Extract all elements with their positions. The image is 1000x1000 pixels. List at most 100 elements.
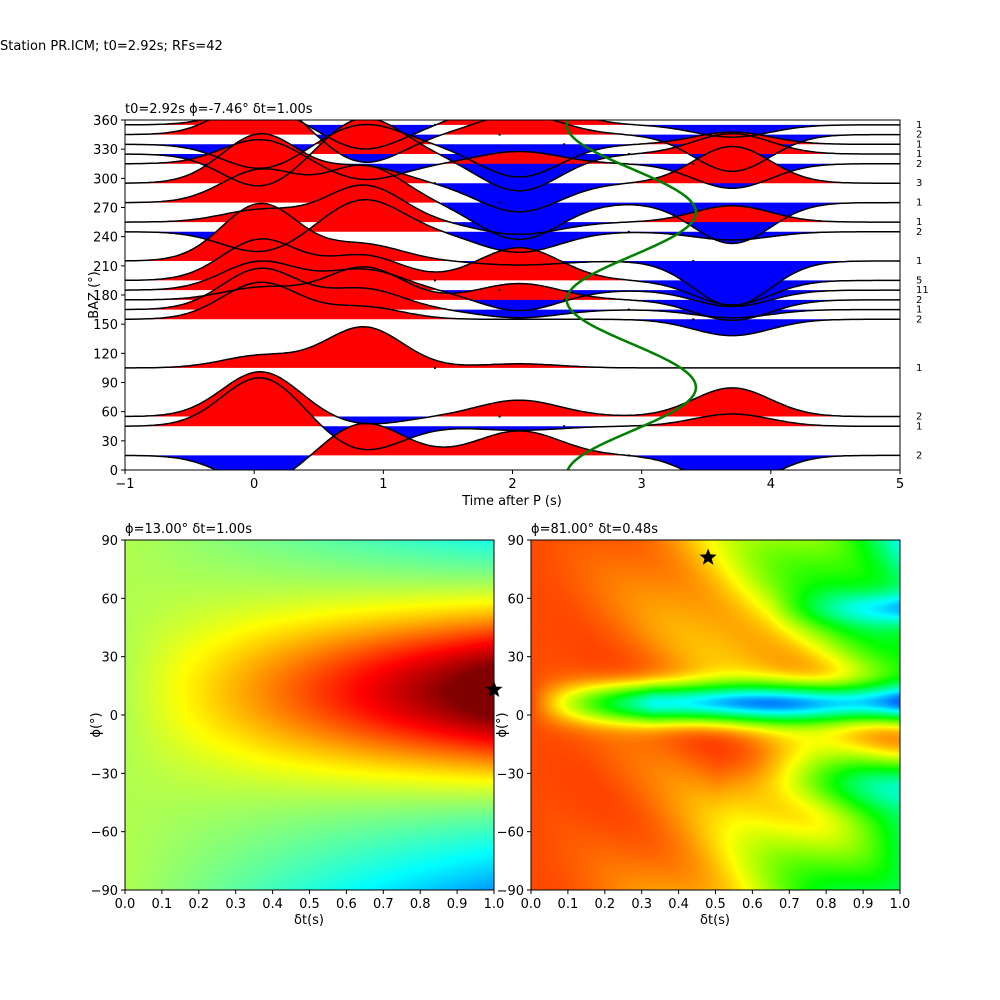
rf-marker	[498, 415, 501, 418]
heatmap-x-tick-label: 1.0	[484, 897, 505, 912]
rf-y-tick-label: 360	[93, 114, 118, 129]
rf-trace	[125, 198, 900, 253]
rf-count-label: 1	[916, 305, 922, 316]
heatmap-x-tick-label: 0.7	[373, 897, 394, 912]
rf-y-tick-label: 210	[93, 260, 118, 275]
rf-marker	[563, 143, 566, 146]
rf-y-axis: 0 30 60 90 120 150 180 210 240 270 300 330 360	[93, 114, 125, 479]
rf-negative-fill	[125, 231, 900, 253]
rf-negative-fill	[125, 290, 900, 311]
rf-y-tick-label: 90	[101, 377, 118, 392]
heatmap-left-y-axis: −90 −60 −30 0 30 60 90	[91, 534, 125, 899]
rf-count-label: 1	[916, 421, 922, 432]
figure-suptitle: Station PR.ICM; t0=2.92s; RFs=42	[0, 39, 223, 54]
rf-count-label: 2	[916, 450, 922, 461]
rf-x-tick-label: 1	[379, 477, 387, 492]
heatmap-left-best-marker	[485, 680, 503, 697]
heatmap-y-tick-label: 0	[110, 709, 118, 724]
heatmap-y-tick-label: 60	[507, 592, 524, 607]
rf-trace	[125, 422, 900, 470]
heatmap-y-tick-label: 30	[101, 651, 118, 666]
rf-y-tick-label: 150	[93, 318, 118, 333]
heatmap-y-tick-label: 60	[101, 592, 118, 607]
heatmap-x-tick-label: 0.5	[705, 897, 726, 912]
heatmap-y-tick-label: −30	[497, 767, 524, 782]
rf-panel-title: t0=2.92s ϕ=-7.46° δt=1.00s	[125, 102, 313, 117]
rf-marker	[627, 308, 630, 311]
rf-positive-fill	[125, 377, 900, 427]
rf-y-tick-label: 30	[101, 435, 118, 450]
heatmap-x-tick-label: 0.9	[853, 897, 874, 912]
rf-green-curve	[565, 120, 698, 470]
rf-count-label: 2	[916, 159, 922, 170]
rf-marker	[563, 298, 566, 301]
rf-y-tick-label: 300	[93, 172, 118, 187]
heatmap-x-tick-label: 0.7	[779, 897, 800, 912]
rf-count-label: 2	[916, 412, 922, 423]
heatmap-y-tick-label: −60	[497, 826, 524, 841]
rf-positive-fill	[125, 268, 900, 310]
heatmap-right-x-axis: 0.0 0.1 0.2 0.3 0.4 0.5 0.6 0.7 0.8 0.9 1.0	[521, 890, 910, 912]
heatmap-right-title: ϕ=81.00° δt=0.48s	[531, 522, 658, 537]
heatmap-x-tick-label: 0.2	[594, 897, 615, 912]
rf-count-label: 11	[916, 285, 929, 296]
rf-x-axis: −1 0 1 2 3 4 5	[115, 470, 904, 492]
rf-count-label: 1	[916, 217, 922, 228]
rf-trace	[125, 326, 900, 369]
heatmap-left-x-axis: 0.0 0.1 0.2 0.3 0.4 0.5 0.6 0.7 0.8 0.9 1.0	[115, 890, 505, 912]
rf-marker	[434, 182, 436, 185]
rf-trace	[125, 133, 900, 213]
heatmap-x-tick-label: 0.6	[742, 897, 763, 912]
rf-positive-fill	[125, 423, 900, 456]
rf-trace	[125, 123, 900, 178]
heatmap-y-tick-label: −90	[91, 884, 118, 899]
rf-marker	[627, 230, 630, 233]
heatmap-y-tick-label: 30	[507, 651, 524, 666]
heatmap-x-tick-label: 0.0	[115, 897, 136, 912]
rf-trace	[125, 120, 900, 192]
rf-marker	[563, 221, 566, 224]
rf-count-label: 1	[916, 198, 922, 209]
rf-marker	[692, 259, 695, 262]
heatmap-x-tick-label: 0.1	[152, 897, 173, 912]
heatmap-x-tick-label: 0.3	[631, 897, 652, 912]
rf-y-tick-label: 120	[93, 347, 118, 362]
rf-trace	[125, 120, 900, 173]
heatmap-x-tick-label: 0.1	[558, 897, 579, 912]
heatmap-x-tick-label: 0.3	[225, 897, 246, 912]
rf-y-tick-label: 270	[93, 202, 118, 217]
rf-y-tick-label: 0	[110, 464, 118, 479]
heatmap-right-panel: ϕ=81.00° δt=0.48s 0.0 0.1 0.2 0.3 0.4 0.5 0.6 0…	[495, 522, 910, 928]
rf-marker	[434, 279, 436, 282]
rf-count-label: 2	[916, 314, 922, 325]
rf-marker	[692, 162, 695, 165]
rf-positive-fill	[125, 282, 900, 320]
rf-trace	[125, 184, 900, 236]
heatmap-left-x-label: δt(s)	[294, 913, 324, 928]
heatmap-right-y-axis: −90 −60 −30 0 30 60 90	[497, 534, 531, 899]
rf-y-tick-label: 60	[101, 406, 118, 421]
rf-marker	[498, 133, 501, 136]
rf-count-label: 2	[916, 130, 922, 141]
heatmap-x-tick-label: 0.4	[668, 897, 689, 912]
best-fit-star-icon	[699, 548, 717, 565]
rf-x-tick-label: 0	[250, 477, 258, 492]
rf-trace	[125, 120, 900, 150]
rf-marker	[434, 123, 436, 126]
rf-count-label: 1	[916, 139, 922, 150]
rf-trace	[125, 281, 900, 337]
rf-marker	[692, 318, 695, 321]
rf-x-axis-label: Time after P (s)	[461, 494, 562, 509]
rf-x-tick-label: 2	[508, 477, 516, 492]
rf-trace	[125, 238, 900, 306]
rf-count-label: 1	[916, 363, 922, 374]
rf-count-label: 3	[916, 178, 922, 189]
rf-count-label: 2	[916, 227, 922, 238]
rf-marker	[627, 153, 630, 156]
heatmap-y-tick-label: −60	[91, 826, 118, 841]
rf-panel: t0=2.92s ϕ=-7.46° δt=1.00s −1 0 1 2 3 4 5 0306…	[87, 102, 929, 509]
heatmap-left-y-label: ϕ(°)	[89, 712, 104, 737]
rf-marker	[434, 366, 436, 369]
rf-x-tick-label: 5	[896, 477, 904, 492]
rf-positive-fill	[125, 203, 900, 261]
